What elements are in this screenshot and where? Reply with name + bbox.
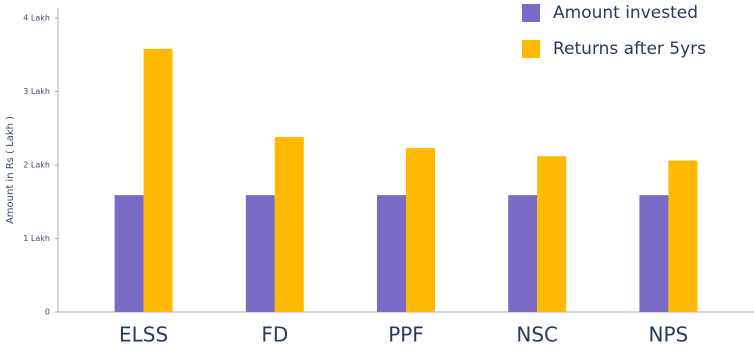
legend-swatch <box>522 4 540 22</box>
bar <box>537 156 567 312</box>
bar <box>143 48 173 313</box>
bar <box>274 137 304 312</box>
y-tick-label: 4 Lakh <box>23 14 50 23</box>
bar <box>406 148 435 312</box>
legend-label: Amount invested <box>553 3 698 23</box>
x-tick-label: PPF <box>388 323 424 346</box>
y-axis-label: Amount in Rs ( Lakh ) <box>5 116 16 224</box>
bar <box>508 195 538 312</box>
bar <box>668 160 698 312</box>
legend-label: Returns after 5yrs <box>553 39 706 59</box>
y-tick-label: 2 Lakh <box>23 161 50 170</box>
bar <box>245 195 275 312</box>
y-tick-label: 3 Lakh <box>23 87 50 96</box>
x-tick-label: NSC <box>516 323 558 346</box>
x-tick-label: ELSS <box>119 323 168 346</box>
bar <box>377 195 406 312</box>
bar <box>114 195 144 312</box>
x-tick-label: NPS <box>649 323 689 346</box>
x-tick-label: FD <box>261 323 288 346</box>
y-tick-label: 0 <box>45 308 50 317</box>
legend-swatch <box>522 40 540 58</box>
y-tick-label: 1 Lakh <box>23 234 50 243</box>
bar <box>639 195 669 312</box>
